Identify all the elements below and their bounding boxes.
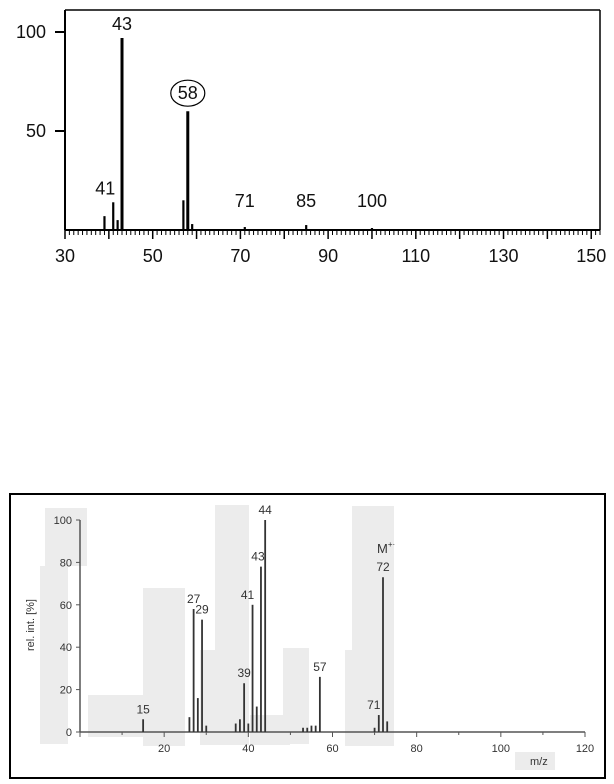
s2-y-tick-label: 60 [60,600,72,612]
s1-peak-label: 43 [112,14,132,34]
s2-y-tick-label: 40 [60,642,72,654]
s1-x-tick-label: 110 [401,246,430,266]
s2-molecular-ion-superscript: +· [388,540,395,549]
s2-x-tick-label: 60 [326,743,338,755]
s2-peak-label: 72 [376,560,390,574]
s2-peak-label: 39 [237,666,251,680]
s1-x-tick-label: 150 [576,246,606,266]
s1-peak-label: 58 [178,83,198,103]
s1-peaks [103,37,374,230]
s2-peak-label: 57 [313,660,327,674]
s2-peak-label: 41 [241,588,255,602]
s1-peak-labels: 41 43 58 71 85 100 [95,14,387,211]
s2-x-tick-label: 100 [492,743,510,755]
s1-x-tick-label: 30 [55,246,75,266]
s2-peak-label: 27 [187,592,201,606]
s1-y-tick-label: 100 [16,22,46,42]
s1-peak-label: 100 [357,191,387,211]
s2-x-tick-label: 80 [411,743,423,755]
s2-x-ticks: 20 40 60 80 100 120 [79,732,594,755]
s2-y-tick-label: 100 [54,515,72,527]
s1-x-tick-label: 130 [489,246,519,266]
s2-x-tick-label: 40 [242,743,254,755]
s2-y-tick-label: 0 [66,727,72,739]
s2-x-tick-label: 20 [158,743,170,755]
s1-x-tick-labels: 30 50 70 90 110 130 150 [55,246,606,266]
s1-x-tick-label: 70 [230,246,250,266]
s2-y-axis-label: rel. int. [%] [25,599,37,651]
s2-y-tick-label: 80 [60,557,72,569]
s1-x-tick-label: 50 [143,246,163,266]
s1-peak-label-circle [170,79,206,107]
s2-peak-label: 29 [195,603,209,617]
s1-peak-label: 71 [235,191,255,211]
s2-peaks [142,520,389,732]
s1-y-tick-label: 50 [26,121,46,141]
s2-y-tick-label: 20 [60,685,72,697]
s1-peak-label: 41 [95,178,115,198]
s1-x-tick-label: 90 [318,246,338,266]
s2-x-axis-label: m/z [530,756,548,768]
s2-y-ticks: 0 20 40 60 80 100 [54,515,80,739]
s2-peak-label: 44 [258,503,272,517]
s2-peak-label: 15 [136,702,150,716]
spectrum-1: 50 100 30 50 70 90 110 130 150 41 43 58 71 85 100 [16,9,606,266]
s2-peak-label: 43 [251,550,265,564]
s2-x-tick-label: 120 [576,743,594,755]
s1-x-axis [64,229,601,239]
s2-peak-label: 71 [367,698,381,712]
s1-peak-label: 85 [296,191,316,211]
s1-y-ticks: 50 100 [16,22,65,141]
